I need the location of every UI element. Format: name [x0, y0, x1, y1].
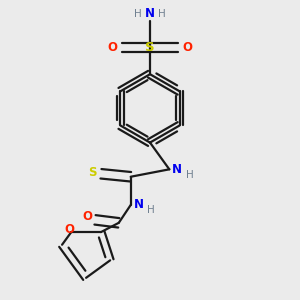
Text: O: O: [182, 41, 192, 54]
Text: O: O: [65, 223, 75, 236]
Text: N: N: [134, 199, 144, 212]
Text: O: O: [82, 210, 93, 224]
Text: O: O: [108, 41, 118, 54]
Text: N: N: [145, 7, 155, 20]
Text: S: S: [145, 41, 155, 54]
Text: N: N: [172, 163, 182, 176]
Text: H: H: [134, 9, 142, 19]
Text: S: S: [88, 166, 97, 179]
Text: H: H: [147, 205, 155, 215]
Text: H: H: [158, 9, 166, 19]
Text: H: H: [186, 170, 194, 180]
